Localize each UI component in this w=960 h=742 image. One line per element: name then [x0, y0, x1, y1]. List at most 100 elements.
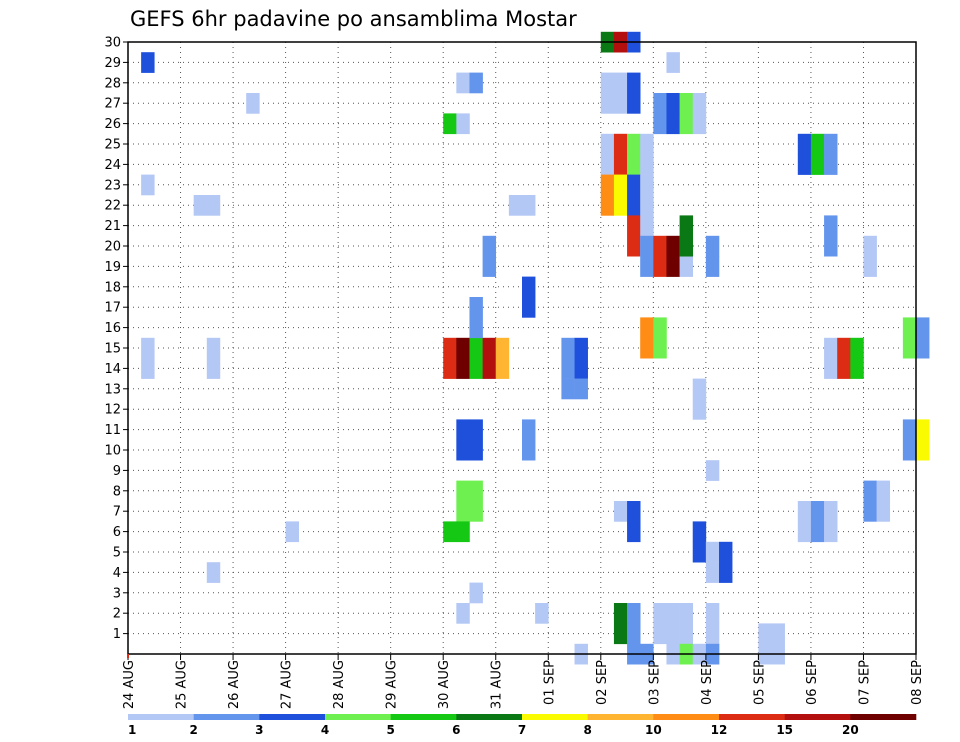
data-cell	[246, 93, 260, 114]
data-cell	[522, 419, 536, 441]
data-cell	[810, 521, 825, 543]
data-cell	[902, 439, 917, 461]
data-cell	[469, 358, 483, 379]
data-cell	[469, 501, 483, 522]
y-tick-label: 11	[104, 423, 121, 438]
data-cell	[705, 541, 720, 563]
data-cell	[863, 235, 877, 257]
data-cell	[627, 215, 641, 237]
data-cell	[653, 337, 667, 359]
data-cell	[469, 317, 483, 339]
legend-swatch	[128, 714, 194, 720]
legend-label: 4	[321, 723, 329, 737]
x-tick-label: 29 AUG	[385, 660, 400, 709]
data-cell	[666, 603, 680, 624]
data-cell	[666, 623, 680, 645]
data-cell	[666, 235, 680, 257]
data-cell	[627, 603, 641, 624]
x-tick-label: 27 AUG	[280, 660, 295, 709]
x-tick-label: 28 AUG	[332, 660, 347, 709]
y-tick-label: 6	[113, 525, 121, 540]
data-cell	[705, 603, 720, 624]
legend-label: 3	[255, 723, 263, 737]
x-tick-label: 07 SEP	[857, 660, 872, 705]
data-cell	[482, 358, 497, 379]
data-cell	[285, 521, 300, 543]
data-cell	[705, 256, 720, 277]
data-cell	[810, 133, 825, 155]
data-cell	[469, 439, 483, 461]
data-cell	[758, 623, 772, 645]
x-tick-label: 25 AUG	[175, 660, 190, 709]
data-cell	[771, 623, 785, 645]
data-cell	[193, 195, 208, 216]
data-cell	[797, 133, 812, 155]
y-tick-label: 9	[113, 464, 121, 479]
data-cell	[679, 603, 694, 624]
data-cell	[876, 501, 891, 522]
data-cell	[653, 603, 667, 624]
data-cell	[141, 337, 155, 359]
x-tick-label: 04 SEP	[700, 660, 715, 705]
data-cell	[719, 541, 733, 563]
data-cell	[863, 501, 877, 522]
data-cell	[876, 480, 891, 502]
data-cell	[613, 133, 628, 155]
data-cell	[627, 521, 641, 543]
y-tick-label: 22	[104, 199, 121, 214]
data-cell	[653, 623, 667, 645]
y-tick-label: 23	[104, 178, 121, 193]
data-cell	[679, 623, 694, 645]
data-cell	[863, 256, 877, 277]
data-cell	[456, 419, 470, 441]
data-cell	[600, 174, 615, 196]
data-cell	[666, 52, 680, 73]
data-cell	[824, 337, 838, 359]
data-cell	[640, 195, 654, 216]
data-cell	[824, 521, 838, 543]
data-cell	[666, 256, 680, 277]
data-cell	[902, 419, 917, 441]
x-axis: 24 AUG 25 AUG 26 AUG 27 AUG 28 AUG 29 AUG 30 A…	[122, 654, 925, 709]
data-cell	[469, 72, 483, 94]
data-cell	[574, 378, 588, 400]
data-cell	[679, 93, 694, 114]
legend-swatch	[850, 714, 917, 720]
data-cell	[705, 460, 720, 481]
data-cell	[469, 297, 483, 318]
data-cell	[850, 337, 864, 359]
data-cell	[640, 215, 654, 237]
data-cell	[692, 378, 707, 400]
data-cell	[469, 480, 483, 502]
legend-swatch	[653, 714, 720, 720]
y-tick-label: 25	[104, 138, 121, 153]
data-cell	[902, 317, 917, 339]
data-cell	[522, 297, 536, 318]
data-cell	[692, 521, 707, 543]
data-cell	[482, 256, 497, 277]
data-cell	[824, 358, 838, 379]
data-cell	[456, 521, 470, 543]
data-cell	[456, 72, 470, 94]
data-cell	[627, 195, 641, 216]
data-cell	[613, 174, 628, 196]
data-cell	[456, 337, 470, 359]
data-cell	[600, 93, 615, 114]
data-cell	[916, 337, 930, 359]
data-cells	[141, 31, 930, 665]
y-tick-label: 14	[104, 362, 121, 377]
data-cell	[653, 317, 667, 339]
data-cell	[469, 582, 483, 604]
data-cell	[719, 562, 733, 583]
data-cell	[469, 337, 483, 359]
data-cell	[206, 562, 221, 583]
data-cell	[916, 439, 930, 461]
data-cell	[508, 195, 523, 216]
data-cell	[640, 256, 654, 277]
data-cell	[613, 93, 628, 114]
legend-swatch	[390, 714, 457, 720]
y-tick-label: 1	[113, 627, 121, 642]
data-cell	[824, 215, 838, 237]
data-cell	[705, 235, 720, 257]
data-cell	[679, 235, 694, 257]
